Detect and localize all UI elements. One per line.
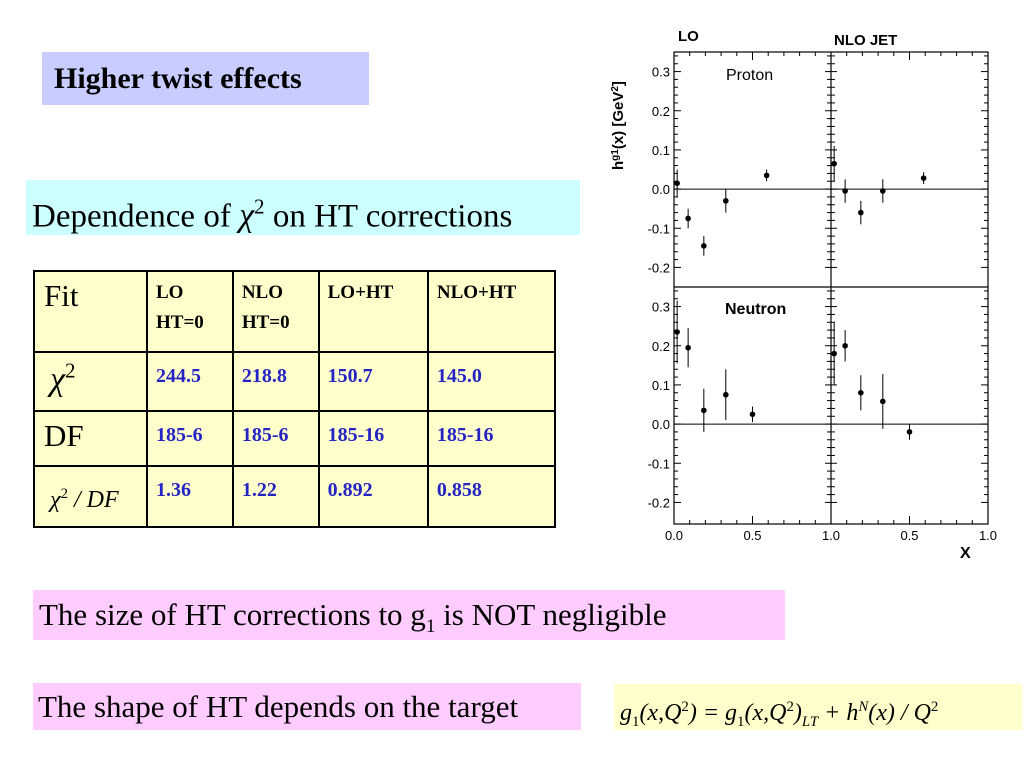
shape-note: The shape of HT depends on the target — [33, 683, 581, 730]
y-tick-label: 0.2 — [652, 104, 670, 119]
formula: g1(x,Q2) = g1(x,Q2)LT + hN(x) / Q2 — [614, 684, 1022, 730]
data-point — [880, 398, 886, 405]
slide-title: Higher twist effects — [42, 52, 369, 105]
table-row-chi2-df: χ2 / DF 1.36 1.22 0.892 0.858 — [33, 464, 557, 529]
data-point — [858, 389, 864, 396]
row-label-chi2: χ2 — [33, 350, 148, 413]
data-point — [763, 172, 770, 179]
size-note: The size of HT corrections to g1 is NOT … — [33, 590, 785, 640]
data-point — [723, 391, 729, 398]
panel-label-neutron: Neutron — [725, 301, 786, 318]
table-row-df: DF 185-6 185-6 185-16 185-16 — [33, 410, 557, 467]
y-tick-label: -0.2 — [648, 495, 670, 510]
table-cell: 0.858 — [426, 464, 557, 529]
chart-marks: 0.3 0.2 0.1 0.0 -0.1 -0.2 0.3 0.2 0.1 0.0 -0.1 -0.2… — [648, 52, 997, 543]
y-tick-label: -0.2 — [648, 260, 670, 275]
header-lo: LO HT=0 — [146, 270, 234, 353]
x-tick-label: 1.0 — [979, 528, 997, 543]
column-label-lo: LO — [678, 28, 699, 45]
data-point — [842, 188, 848, 194]
higher-twist-chart: 0.3 0.2 0.1 0.0 -0.1 -0.2 0.3 0.2 0.1 0.0 -0.1 -0.2… — [610, 28, 998, 562]
table-cell: 185-6 — [146, 410, 234, 467]
x-tick-label: 0.5 — [743, 528, 761, 543]
data-point — [701, 407, 707, 414]
data-point — [920, 175, 927, 181]
table-cell: 218.8 — [231, 350, 320, 413]
header-nlo: NLO HT=0 — [231, 270, 320, 353]
y-tick-label: -0.1 — [648, 456, 670, 471]
table-cell: 150.7 — [317, 350, 429, 413]
x-tick-label: 1.0 — [822, 528, 840, 543]
y-tick-label: 0.0 — [652, 417, 670, 432]
table-cell: 185-16 — [317, 410, 429, 467]
panel-label-proton: Proton — [726, 67, 773, 84]
table-cell: 0.892 — [317, 464, 429, 529]
chi-symbol: χ2 — [239, 195, 265, 235]
chart-frame — [673, 51, 989, 525]
x-tick-label: 0.0 — [665, 528, 683, 543]
y-tick-label: 0.1 — [652, 378, 670, 393]
data-point — [831, 160, 837, 167]
data-point — [906, 429, 913, 435]
table-cell: 185-16 — [426, 410, 557, 467]
header-lo-ht: LO+HT — [317, 270, 429, 353]
table-header-row: Fit LO HT=0 NLO HT=0 LO+HT NLO+HT — [33, 270, 557, 353]
y-tick-label: 0.1 — [652, 143, 670, 158]
x-axis-label: X — [960, 545, 971, 562]
y-axis-label: hg1(x) [GeV2] — [610, 81, 628, 170]
y-tick-label: -0.1 — [648, 221, 670, 236]
table-cell: 145.0 — [426, 350, 557, 413]
data-point — [831, 350, 837, 357]
y-tick-label: 0.2 — [652, 339, 670, 354]
y-tick-label: 0.0 — [652, 182, 670, 197]
data-point — [880, 188, 886, 194]
data-point — [685, 215, 691, 222]
data-point — [842, 342, 848, 349]
table-cell: 1.36 — [146, 464, 234, 529]
fit-results-table: Fit LO HT=0 NLO HT=0 LO+HT NLO+HT χ2 244.5… — [33, 270, 557, 529]
dependence-suffix: on HT corrections — [264, 198, 513, 235]
header-fit: Fit — [33, 270, 148, 353]
x-tick-label: 0.5 — [900, 528, 918, 543]
table-row-chi2: χ2 244.5 218.8 150.7 145.0 — [33, 350, 557, 413]
column-label-nlo-jet: NLO JET — [834, 32, 897, 49]
row-label-chi2-df: χ2 / DF — [33, 464, 148, 529]
table-cell: 1.22 — [231, 464, 320, 529]
dependence-prefix: Dependence of — [32, 198, 240, 235]
row-label-df: DF — [33, 410, 148, 467]
table-cell: 185-6 — [231, 410, 320, 467]
y-tick-label: 0.3 — [652, 300, 670, 315]
data-point — [674, 180, 680, 187]
data-point — [749, 411, 756, 418]
data-point — [674, 329, 680, 335]
data-point — [701, 243, 707, 249]
data-point — [685, 344, 691, 351]
y-tick-label: 0.3 — [652, 65, 670, 80]
data-point — [723, 198, 729, 204]
dependence-heading: Dependence of χ2 on HT corrections — [26, 180, 580, 235]
header-nlo-ht: NLO+HT — [426, 270, 557, 353]
data-point — [858, 209, 864, 216]
table-cell: 244.5 — [146, 350, 234, 413]
